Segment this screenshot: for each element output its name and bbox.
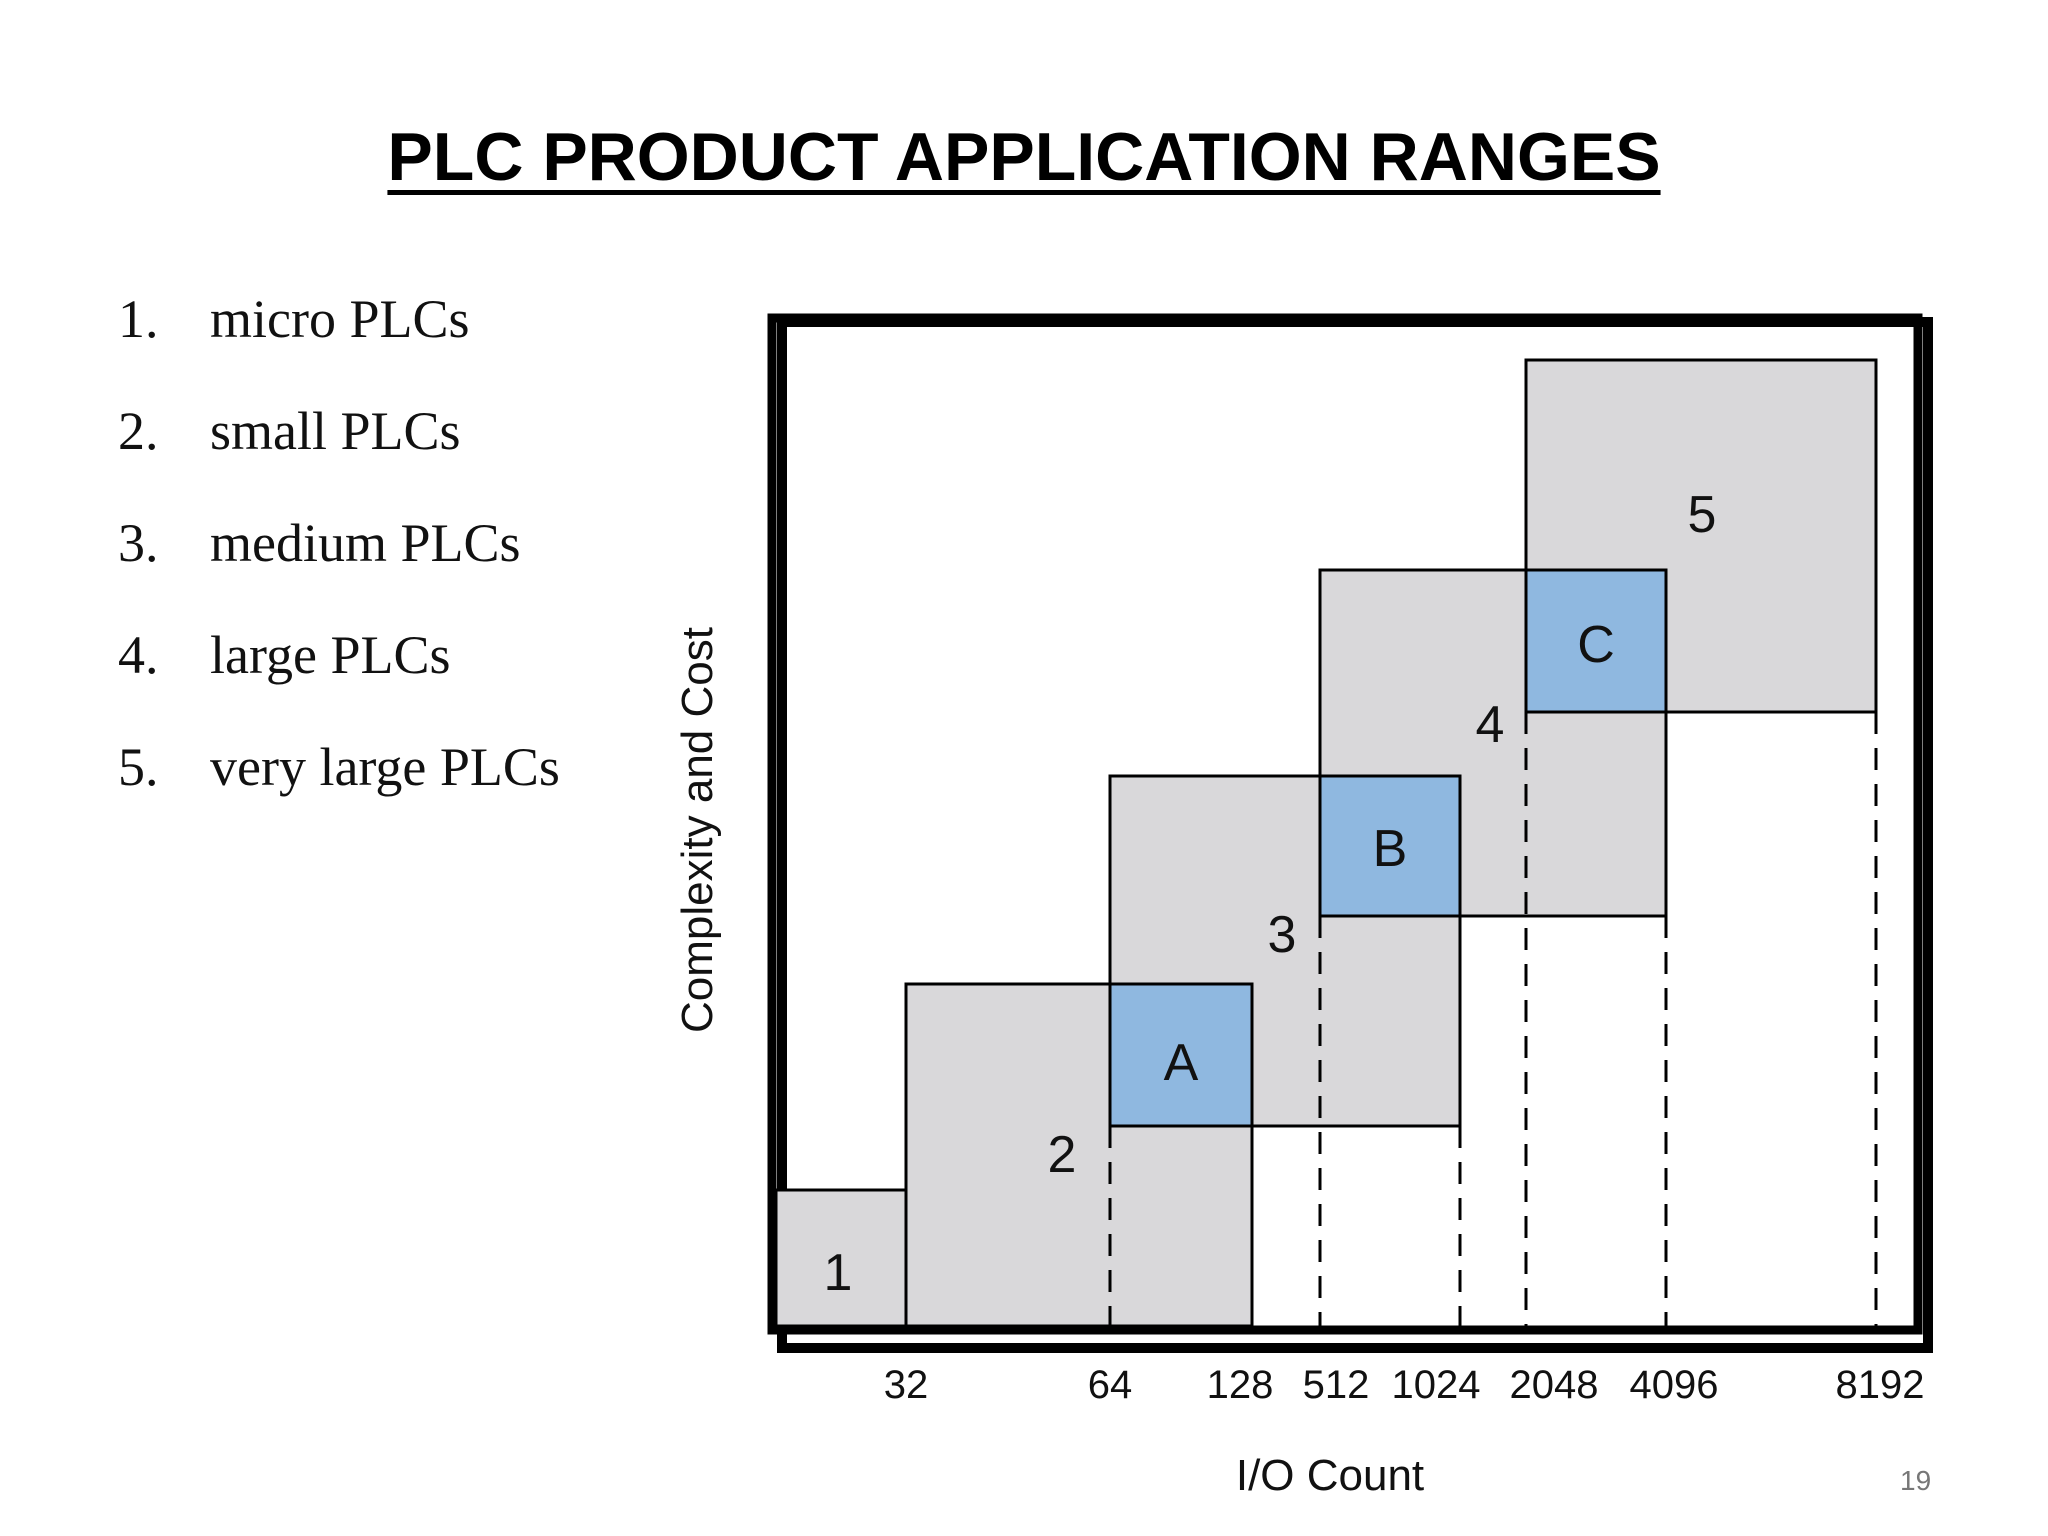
overlap-label-a: A [1164, 1034, 1199, 1092]
list-item-number: 2. [118, 401, 159, 461]
list-item: 1. micro PLCs [118, 288, 560, 400]
list-item: 4. large PLCs [118, 624, 560, 736]
overlap-c-box [1524, 568, 1668, 714]
x-tick-label: 2048 [1510, 1363, 1599, 1407]
slide-title: PLC PRODUCT APPLICATION RANGES [387, 119, 1661, 195]
overlap-b-box [1318, 774, 1462, 918]
list-item: 2. small PLCs [118, 400, 560, 512]
x-tick-label: 512 [1303, 1363, 1370, 1407]
list-item-label: large PLCs [210, 625, 451, 685]
region-label-2: 2 [1048, 1126, 1077, 1184]
x-tick-label: 32 [884, 1363, 929, 1407]
dashed-guides [1108, 712, 1878, 1326]
diagram-frame [767, 313, 1923, 1335]
x-tick-label: 1024 [1392, 1363, 1481, 1407]
page-number: 19 [1900, 1465, 1932, 1496]
x-tick-label: 4096 [1630, 1363, 1719, 1407]
x-tick-label: 128 [1207, 1363, 1274, 1407]
list-item-label: small PLCs [210, 401, 461, 461]
overlap-label-c: C [1577, 616, 1615, 674]
x-axis-label: I/O Count [1236, 1451, 1424, 1500]
list-item-label: micro PLCs [210, 289, 470, 349]
region-label-1: 1 [824, 1244, 853, 1302]
overlap-label-b: B [1373, 820, 1408, 878]
list-item-number: 3. [118, 513, 159, 573]
plc-category-list: 1. micro PLCs 2. small PLCs 3. medium PL… [118, 288, 560, 848]
region-label-5: 5 [1688, 486, 1717, 544]
list-item-label: medium PLCs [210, 513, 521, 573]
list-item: 5. very large PLCs [118, 736, 560, 848]
list-item-number: 5. [118, 737, 159, 797]
region-label-4: 4 [1476, 696, 1505, 754]
region-label-3: 3 [1268, 906, 1297, 964]
overlap-a-box [1108, 982, 1254, 1128]
list-item-number: 4. [118, 625, 159, 685]
x-tick-label: 64 [1088, 1363, 1133, 1407]
y-axis-label: Complexity and Cost [673, 627, 722, 1033]
list-item-number: 1. [118, 289, 159, 349]
list-item: 3. medium PLCs [118, 512, 560, 624]
x-tick-label: 8192 [1836, 1363, 1925, 1407]
list-item-label: very large PLCs [210, 737, 560, 797]
